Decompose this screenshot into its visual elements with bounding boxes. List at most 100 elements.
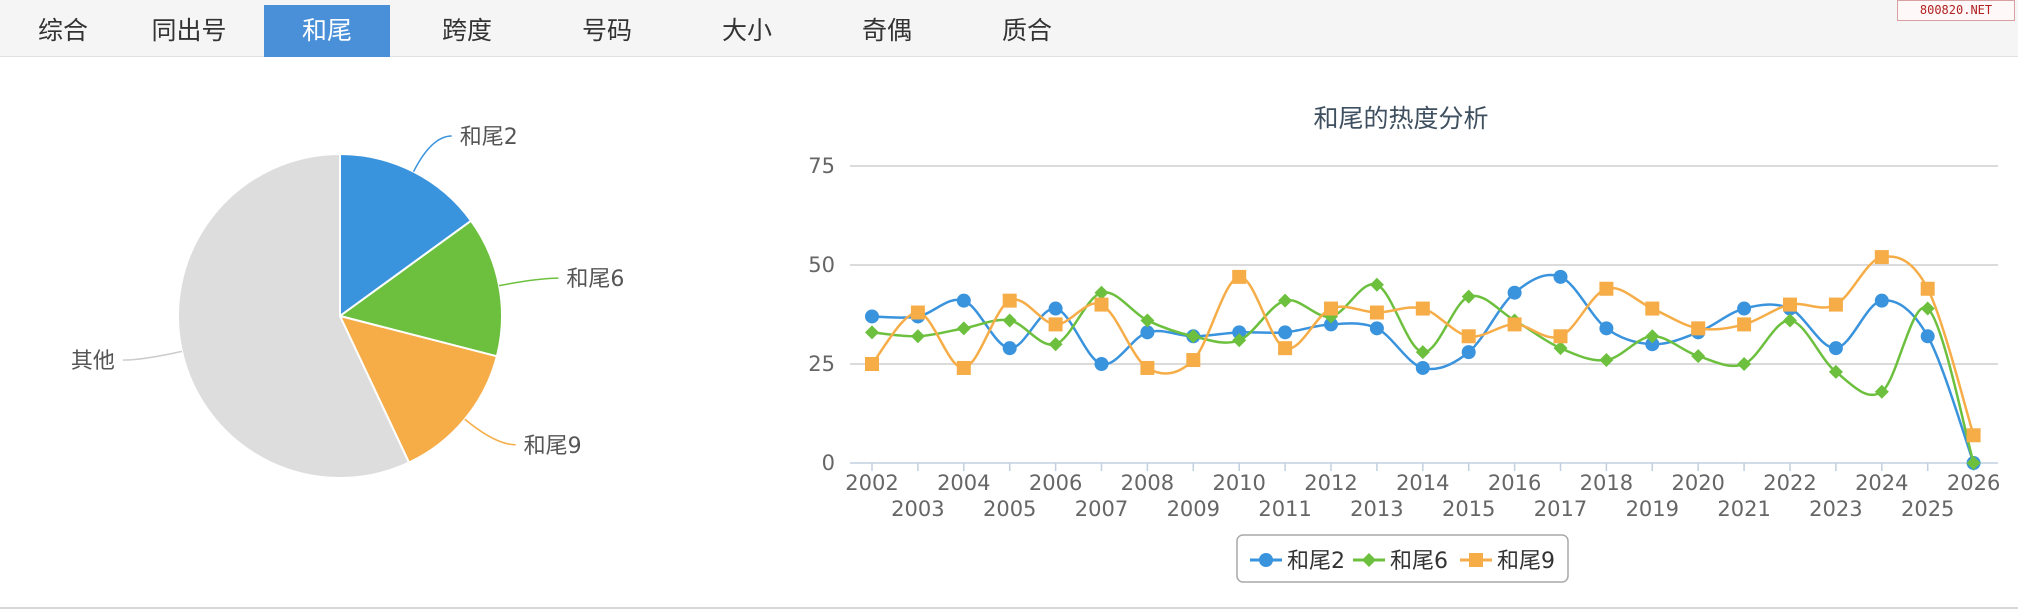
x-tick-label-2015: 2015 (1442, 497, 1495, 521)
tab-tongchuhao[interactable]: 同出号 (151, 16, 227, 45)
pie-label-hewei6: 和尾6 (566, 267, 624, 292)
point-hewei9-2017 (1553, 329, 1568, 344)
point-hewei6-2013 (1369, 277, 1384, 292)
point-hewei6-2022 (1783, 313, 1797, 328)
x-tick-label-2019: 2019 (1626, 497, 1679, 521)
point-hewei6-2006 (1048, 337, 1063, 352)
point-hewei6-2020 (1691, 349, 1706, 364)
x-tick-label-2011: 2011 (1258, 497, 1311, 521)
point-hewei6-2023 (1828, 364, 1843, 379)
x-tick-label-2004: 2004 (937, 471, 990, 495)
x-tick-label-2025: 2025 (1901, 497, 1954, 521)
point-hewei9-2018 (1599, 281, 1614, 296)
y-tick-label-0: 0 (822, 451, 835, 475)
legend-item-hewei2[interactable]: 和尾2 (1250, 549, 1345, 574)
point-hewei6-2024 (1874, 384, 1889, 399)
point-hewei9-2007 (1094, 297, 1109, 312)
x-tick-label-2003: 2003 (891, 497, 944, 521)
point-hewei6-2025 (1920, 301, 1935, 316)
point-hewei9-2012 (1324, 301, 1338, 316)
point-hewei9-2021 (1737, 317, 1752, 332)
legend-box (1236, 534, 1569, 583)
point-hewei6-2011 (1278, 293, 1293, 308)
point-hewei9-2024 (1874, 250, 1889, 265)
point-hewei2-2007 (1094, 357, 1109, 371)
point-hewei2-2010 (1232, 325, 1247, 340)
point-hewei9-2008 (1140, 360, 1155, 375)
pie-label-hewei9: 和尾9 (524, 434, 582, 459)
y-tick-label-50: 50 (808, 253, 835, 277)
legend-label-hewei6: 和尾6 (1390, 549, 1448, 574)
pie-chart: 和尾2 和尾6 和尾9 其他 (71, 125, 624, 479)
bottom-divider (0, 607, 2018, 609)
point-hewei2-2012 (1324, 317, 1338, 332)
chart-legend: 和尾2 和尾6 和尾9 (1236, 534, 1569, 583)
pie-label-other: 其他 (71, 349, 115, 374)
pie-connector-hewei6 (498, 277, 559, 287)
legend-marker-hewei2 (1259, 553, 1273, 567)
point-hewei2-2018 (1599, 321, 1614, 336)
tab-haoma[interactable]: 号码 (581, 16, 632, 45)
point-hewei6-2014 (1415, 345, 1430, 360)
point-hewei9-2020 (1691, 321, 1706, 336)
point-hewei9-2010 (1232, 269, 1247, 284)
pie-connector-other (122, 350, 183, 361)
x-tick-label-2007: 2007 (1075, 497, 1128, 521)
pie-slice-hewei6[interactable] (337, 219, 503, 358)
x-tick-label-2005: 2005 (983, 497, 1036, 521)
point-hewei2-2023 (1828, 341, 1843, 356)
point-hewei6-2026 (1966, 456, 1981, 470)
point-hewei2-2015 (1461, 345, 1476, 360)
point-hewei9-2009 (1186, 353, 1201, 368)
point-hewei9-2019 (1645, 301, 1660, 316)
point-hewei9-2002 (865, 357, 879, 371)
point-hewei2-2005 (1002, 341, 1017, 356)
pie-connector-hewei9 (464, 418, 516, 446)
pie-slice-hewei9[interactable] (338, 314, 499, 464)
tab-kuadu[interactable]: 跨度 (441, 16, 492, 45)
tab-zonghe[interactable]: 综合 (37, 16, 88, 45)
point-hewei2-2013 (1369, 321, 1384, 336)
series-line-hewei6 (871, 282, 1975, 464)
point-hewei6-2004 (956, 321, 971, 336)
y-tick-label-75: 75 (808, 154, 835, 178)
x-tick-label-2013: 2013 (1350, 497, 1403, 521)
point-hewei9-2026 (1966, 428, 1981, 443)
point-hewei6-2017 (1553, 341, 1568, 356)
point-hewei6-2007 (1094, 285, 1109, 300)
point-hewei6-2003 (910, 329, 925, 344)
legend-item-hewei9[interactable]: 和尾9 (1460, 549, 1555, 574)
x-tick-label-2021: 2021 (1717, 497, 1770, 521)
pie-connector-hewei2 (412, 135, 452, 172)
tab-jiou[interactable]: 奇偶 (861, 16, 912, 45)
y-tick-label-25: 25 (808, 352, 835, 376)
tab-hewei[interactable]: 和尾 (264, 5, 390, 57)
x-tick-label-2002: 2002 (845, 471, 898, 495)
point-hewei6-2008 (1140, 313, 1155, 328)
tab-daxiao[interactable]: 大小 (721, 16, 772, 45)
point-hewei2-2006 (1048, 301, 1063, 316)
x-tick-label-2016: 2016 (1488, 471, 1541, 495)
line-chart: 和尾的热度分析 02550752002200320042005200620072… (808, 104, 2000, 583)
point-hewei6-2015 (1461, 289, 1476, 304)
legend-item-hewei6[interactable]: 和尾6 (1353, 549, 1448, 574)
x-tick-label-2009: 2009 (1167, 497, 1220, 521)
point-hewei9-2003 (910, 305, 925, 320)
point-hewei2-2024 (1874, 293, 1889, 308)
pie-slice-hewei2[interactable] (339, 152, 473, 318)
point-hewei9-2016 (1507, 317, 1522, 332)
point-hewei6-2009 (1186, 329, 1201, 344)
point-hewei9-2004 (956, 360, 971, 375)
pie-slice-other[interactable] (177, 152, 411, 479)
point-hewei9-2015 (1461, 329, 1476, 344)
tab-zhihe[interactable]: 质合 (1001, 16, 1052, 45)
x-tick-label-2018: 2018 (1580, 471, 1633, 495)
x-tick-label-2022: 2022 (1763, 471, 1816, 495)
point-hewei2-2025 (1920, 329, 1935, 344)
point-hewei9-2014 (1415, 301, 1430, 316)
legend-label-hewei9: 和尾9 (1497, 549, 1555, 574)
point-hewei6-2019 (1645, 329, 1660, 344)
point-hewei2-2014 (1415, 360, 1430, 375)
point-hewei2-2021 (1737, 301, 1752, 316)
point-hewei9-2022 (1783, 297, 1797, 312)
